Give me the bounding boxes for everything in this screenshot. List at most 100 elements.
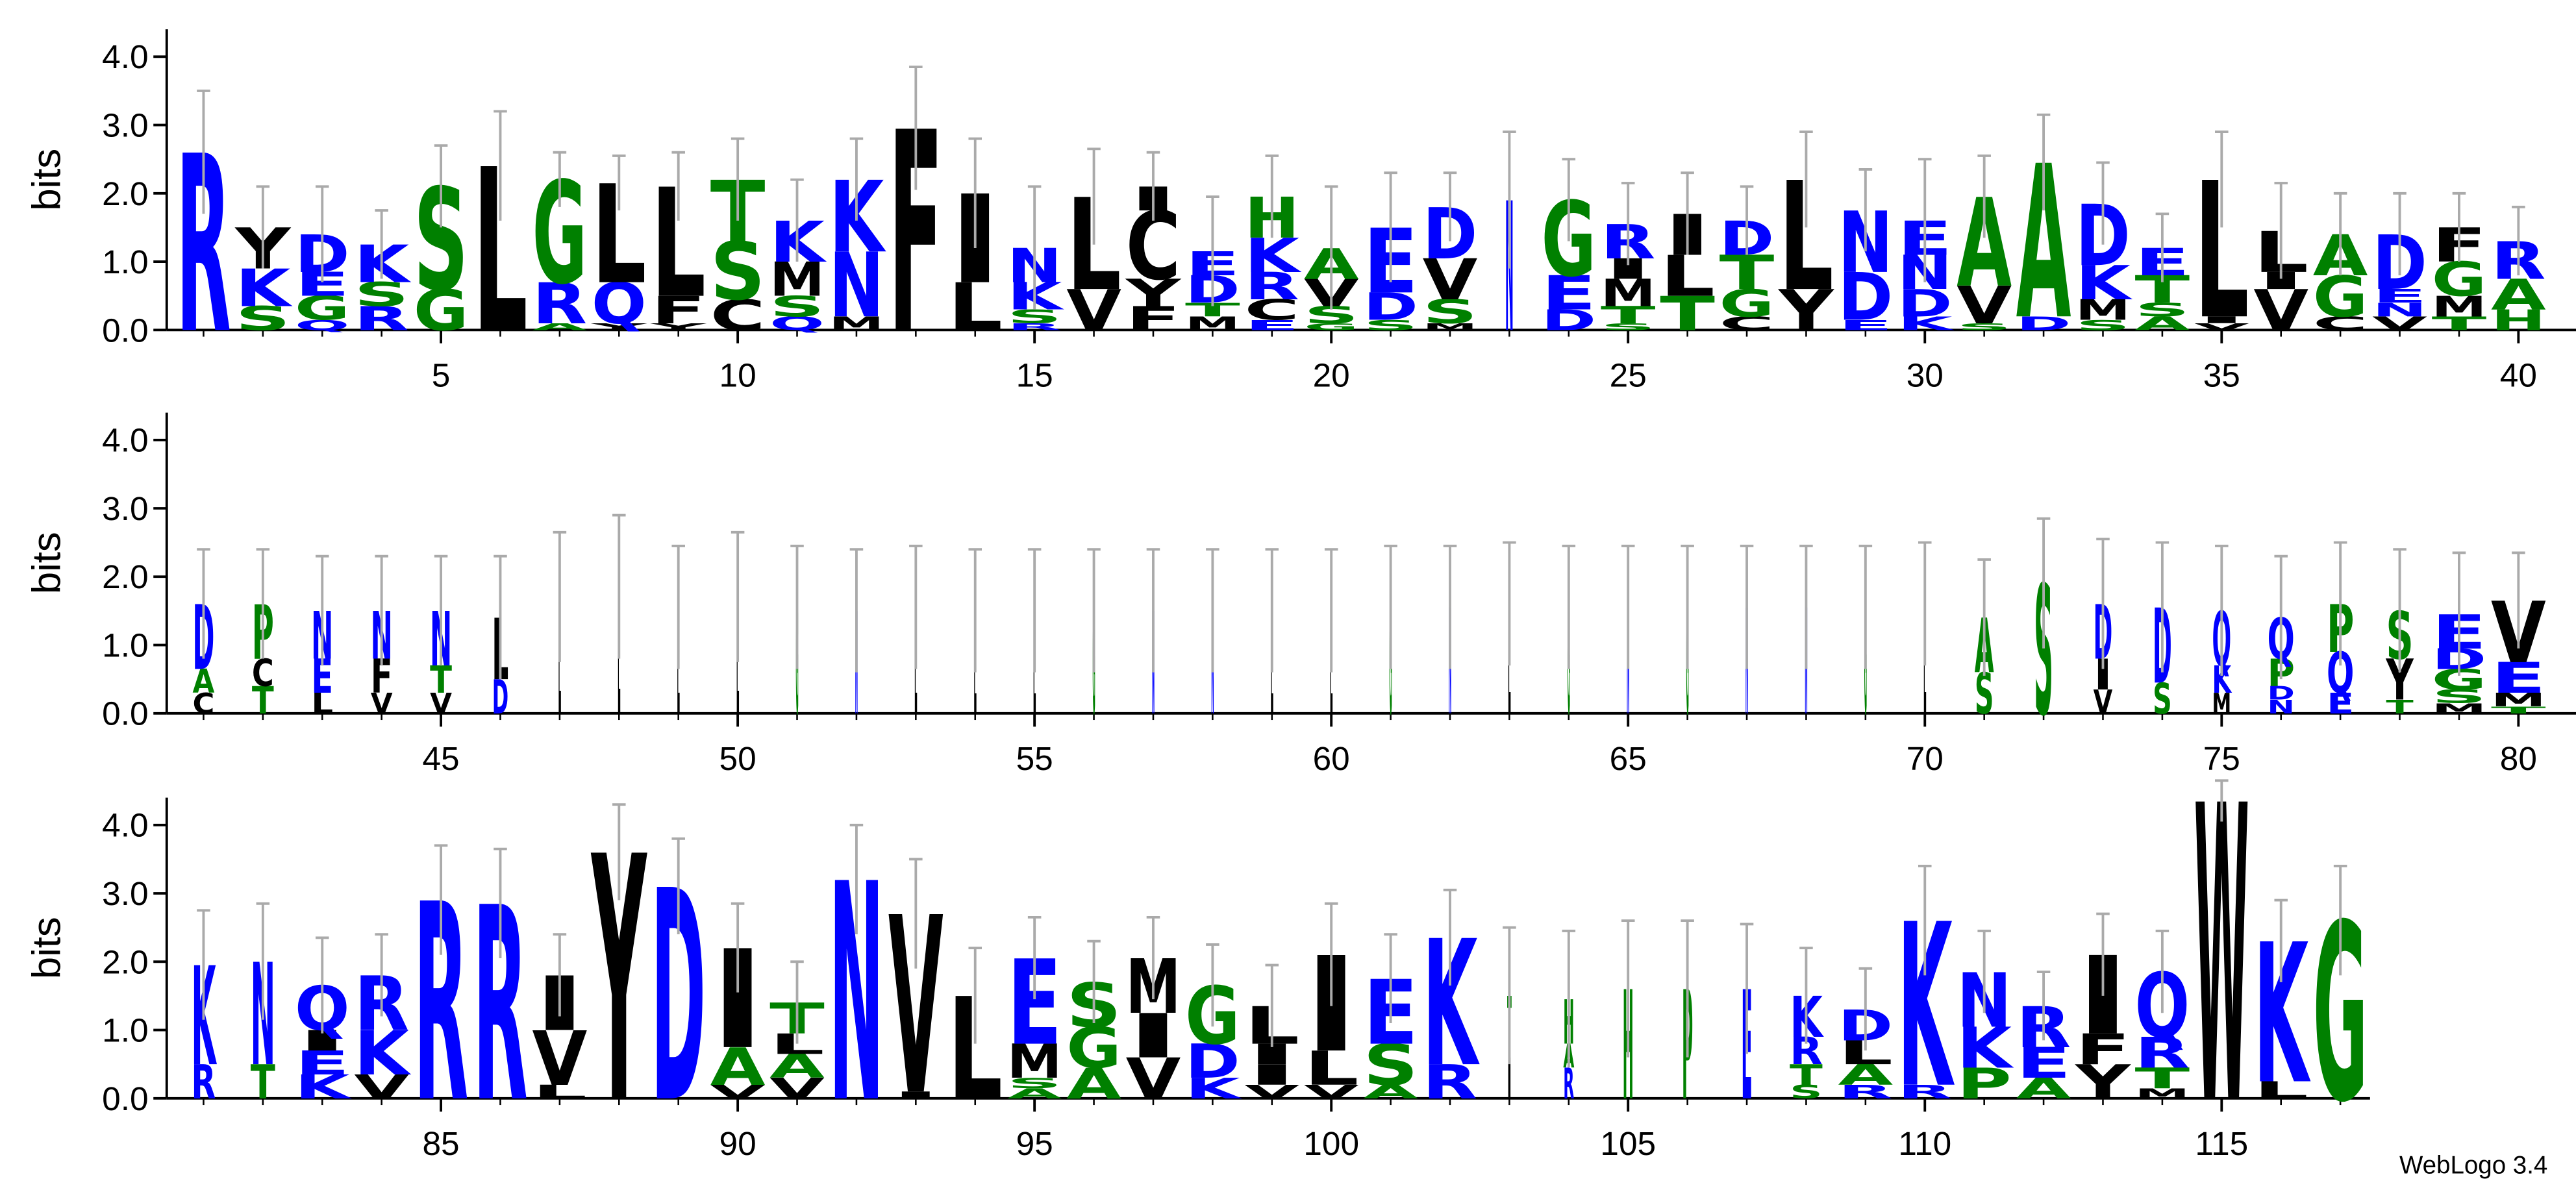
error-bar (1503, 130, 1516, 269)
error-bar (849, 823, 864, 935)
error-bar (1918, 541, 1932, 666)
error-bar (1027, 185, 1042, 310)
x-tick-label: 85 (423, 1125, 460, 1162)
logo-letter: G (295, 290, 350, 328)
logo-letter: K (1007, 275, 1065, 319)
logo-letter: S (235, 300, 290, 338)
logo-letter: A (710, 1037, 766, 1097)
error-bar (1206, 195, 1219, 306)
logo-letter: S (1363, 317, 1418, 333)
error-bar (731, 530, 745, 662)
error-bar (494, 554, 507, 680)
error-bar (612, 803, 626, 900)
logo-letter: D (2016, 312, 2071, 334)
logo-letter: V (2372, 312, 2427, 334)
error-bar (1443, 888, 1457, 986)
error-bar (2452, 192, 2466, 262)
logo-letter: M (2432, 700, 2487, 717)
logo-letter: M (1007, 1034, 1062, 1089)
error-bar (553, 530, 567, 662)
logo-letter: M (829, 312, 884, 334)
logo-letter: V (1304, 1081, 1359, 1103)
error-bar (553, 151, 567, 207)
logo-letter: Y (649, 321, 707, 332)
logo-letter: I (1244, 1059, 1299, 1091)
error-bar (315, 554, 329, 666)
y-tick-label: 2.0 (102, 558, 148, 595)
logo-letter: A (1007, 1085, 1062, 1102)
logo-letter: A (1363, 1081, 1418, 1103)
logo-letter: S (1363, 1034, 1418, 1098)
error-bar (1503, 926, 1516, 1065)
logo-letter: Y (1778, 279, 1834, 344)
logo-letter: E (1838, 317, 1893, 333)
logo-letter: V (1423, 248, 1478, 313)
logo-letter: V (371, 688, 393, 721)
error-bar (1621, 919, 1635, 1058)
error-bar (612, 514, 626, 659)
error-bar (2215, 130, 2229, 228)
error-bar (2036, 113, 2051, 211)
logo-letter: K (354, 235, 412, 295)
logo-letter: V (1244, 1081, 1299, 1103)
error-bar (671, 837, 685, 935)
logo-letter: S (769, 290, 825, 323)
error-bar (1858, 967, 1873, 1051)
logo-letter: M (2212, 688, 2231, 720)
error-bar (553, 933, 567, 1017)
error-bar (434, 844, 448, 955)
logo-letter: F (651, 289, 706, 332)
error-bar (256, 548, 270, 659)
y-tick-label: 3.0 (102, 875, 148, 912)
error-bar (1740, 923, 1754, 1054)
logo-letter: E (2372, 285, 2427, 307)
logo-letter: K (354, 1019, 411, 1089)
error-bar (2215, 779, 2229, 822)
error-bar (2333, 192, 2347, 276)
error-bar (2452, 551, 2466, 676)
error-bar (2333, 541, 2347, 666)
logo-letter: S (354, 276, 409, 314)
error-bar (1799, 130, 1813, 228)
y-tick-label: 2.0 (102, 943, 148, 980)
logo-letter: E (1541, 266, 1596, 321)
logo-letter: V (2094, 683, 2113, 721)
logo-letter: A (532, 321, 588, 332)
y-tick-label: 3.0 (102, 107, 148, 144)
logo-letter: N (829, 234, 884, 338)
logo-letter: R (1244, 265, 1299, 308)
error-bar (1384, 933, 1397, 1024)
error-bar (909, 858, 923, 969)
logo-letter: T (251, 1054, 276, 1109)
logo-letter: E (2491, 654, 2546, 703)
error-bar (2155, 929, 2170, 1013)
y-axis-label: bits (24, 917, 69, 979)
logo-letter: V (2194, 321, 2249, 332)
logo-letter: R (1897, 1081, 1953, 1103)
logo-letter: N (1505, 165, 1514, 372)
x-tick-label: 55 (1016, 740, 1053, 777)
logo-letter: C (252, 652, 274, 695)
logo-letter: D (1541, 304, 1596, 336)
logo-letter: T (430, 659, 453, 702)
error-bar (2155, 212, 2170, 282)
y-tick-label: 0.0 (102, 312, 148, 349)
logo-letter: S (710, 225, 766, 318)
x-tick-label: 25 (1610, 357, 1647, 394)
logo-letter: E (295, 1045, 350, 1083)
error-bar (375, 209, 388, 279)
error-bar (849, 137, 864, 221)
error-bar (1681, 171, 1694, 255)
x-tick-label: 30 (1907, 357, 1944, 394)
logo-letter: L (311, 688, 333, 721)
logo-letter: F (2075, 1025, 2131, 1074)
logo-letter: I (888, 1090, 944, 1101)
error-bar (790, 960, 804, 1044)
logo-letter: L (1304, 1041, 1359, 1096)
error-bar (1324, 902, 1338, 1006)
error-bar (1503, 541, 1516, 666)
error-bar (1265, 154, 1279, 238)
error-bar (434, 554, 448, 666)
error-bar (1324, 185, 1338, 310)
